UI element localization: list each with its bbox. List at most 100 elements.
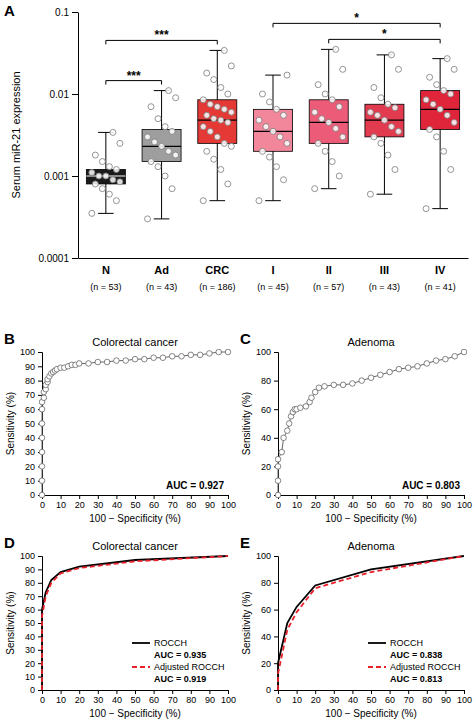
tick-label: 70: [25, 592, 35, 602]
annotation: AUC = 0.813: [390, 674, 442, 684]
tick-mark: [297, 690, 298, 694]
tick: 100: [457, 495, 472, 510]
tick-mark: [390, 495, 391, 499]
annotation: AUC = 0.838: [390, 650, 442, 660]
data-point: [333, 125, 339, 131]
data-point: [405, 365, 411, 371]
tick-mark: [315, 495, 316, 499]
data-point: [39, 421, 45, 427]
data-point: [106, 191, 112, 197]
tick-label: 80: [25, 578, 35, 588]
tick-label: 90: [205, 500, 215, 510]
panel-label: C: [240, 330, 251, 347]
tick-label: 50: [130, 695, 140, 705]
tick: 60: [149, 495, 159, 510]
tick: 100: [457, 690, 472, 705]
tick-label: 100: [20, 551, 35, 561]
tick: 20: [25, 659, 42, 669]
tick: 20: [261, 659, 278, 669]
tick-label: 60: [149, 500, 159, 510]
data-point: [415, 364, 421, 370]
data-point: [371, 134, 377, 140]
data-point: [333, 46, 339, 52]
tick-mark: [79, 690, 80, 694]
tick-label: 50: [366, 695, 376, 705]
data-point: [423, 97, 429, 103]
tick: 60: [385, 690, 395, 705]
tick-label: 80: [261, 376, 271, 386]
tick: N: [102, 264, 110, 276]
data-point: [448, 167, 454, 173]
box: [254, 109, 293, 151]
data-point: [275, 478, 281, 484]
tick: 100: [256, 347, 278, 357]
data-point: [117, 140, 123, 146]
tick-label: 0: [266, 685, 271, 695]
tick: 90: [205, 495, 215, 510]
data-point: [437, 106, 443, 112]
axis-title: 100 − Specificity (%): [325, 708, 416, 719]
tick-mark: [464, 690, 465, 694]
data-point: [197, 352, 203, 358]
data-point: [200, 97, 206, 103]
tick: 20: [75, 495, 85, 510]
tick: CRC: [205, 264, 229, 276]
data-point: [214, 104, 220, 110]
data-point: [89, 170, 95, 176]
data-point: [263, 124, 269, 130]
data-point: [340, 382, 346, 388]
tick-label: 10: [292, 695, 302, 705]
data-point: [392, 167, 398, 173]
data-point: [218, 117, 224, 123]
tick-label: 70: [25, 390, 35, 400]
data-point: [89, 210, 95, 216]
tick: 40: [25, 632, 42, 642]
tick: 60: [25, 605, 42, 615]
tick-label: 100: [457, 695, 472, 705]
data-point: [281, 177, 287, 183]
roc-line: [42, 556, 228, 690]
tick: 80: [261, 376, 278, 386]
data-point: [159, 143, 165, 149]
data-point: [329, 97, 335, 103]
significance-label: *: [354, 11, 359, 25]
data-point: [329, 159, 335, 165]
data-point: [218, 85, 224, 91]
data-point: [279, 449, 285, 455]
tick-mark: [38, 381, 42, 382]
tick: 80: [186, 690, 196, 705]
tick: 30: [329, 690, 339, 705]
axis-line: [279, 691, 465, 695]
tick-mark: [209, 690, 210, 694]
data-point: [451, 66, 457, 72]
tick-label: 30: [25, 447, 35, 457]
tick-label: 20: [75, 695, 85, 705]
roc-line: [42, 352, 228, 495]
tick: 50: [366, 690, 376, 705]
tick-label: 0: [30, 490, 35, 500]
tick-label: I: [271, 264, 274, 276]
tick-mark: [38, 690, 42, 691]
tick: 50: [25, 618, 42, 628]
data-point: [86, 361, 92, 367]
tick-mark: [154, 495, 155, 499]
tick-label: 0.01: [50, 89, 70, 100]
data-point: [336, 173, 342, 179]
data-point: [396, 366, 402, 372]
data-point: [298, 405, 304, 411]
panel-b: BColorectal cancer0102030405060708090100…: [4, 330, 236, 524]
tick: 10: [292, 690, 302, 705]
tick-mark: [352, 495, 353, 499]
significance-label: ***: [155, 28, 169, 42]
data-point: [99, 159, 105, 165]
data-point: [434, 82, 440, 88]
data-point: [270, 128, 276, 134]
data-point: [322, 384, 328, 390]
data-point: [388, 52, 394, 58]
data-point: [427, 74, 433, 80]
tick-mark: [38, 556, 42, 557]
data-point: [166, 148, 172, 154]
axis-line: [78, 13, 79, 259]
tick-label: 10: [56, 500, 66, 510]
panel-label: D: [4, 534, 15, 551]
